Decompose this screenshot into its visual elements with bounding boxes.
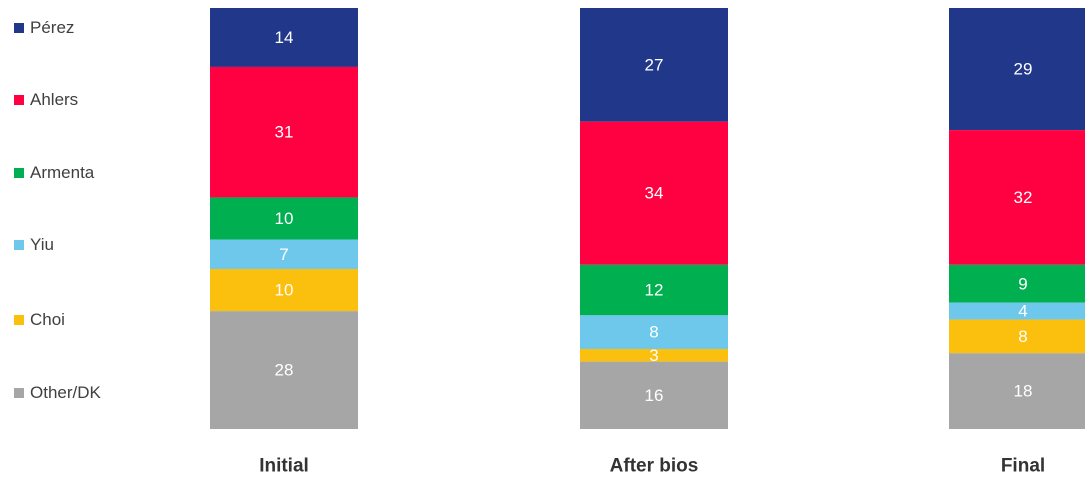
bar-segment-initial-perez	[210, 8, 358, 67]
data-label-after-bios-ahlers: 34	[645, 184, 664, 203]
legend-label-armenta: Armenta	[30, 163, 95, 182]
bar-segment-after-bios-ahlers	[580, 121, 728, 265]
data-label-after-bios-yiu: 8	[649, 323, 658, 342]
data-label-initial-yiu: 7	[279, 245, 288, 264]
bar-segment-final-perez	[949, 8, 1085, 131]
data-label-initial-armenta: 10	[275, 209, 294, 228]
data-label-after-bios-choi: 3	[649, 346, 658, 365]
bar-segment-initial-other-dk	[210, 311, 358, 429]
bar-segment-final-other-dk	[949, 353, 1085, 429]
legend-label-ahlers: Ahlers	[30, 90, 79, 109]
data-label-after-bios-other-dk: 16	[645, 386, 664, 405]
data-label-initial-other-dk: 28	[275, 361, 294, 380]
data-label-final-ahlers: 32	[1014, 188, 1033, 207]
bar-segment-final-ahlers	[949, 130, 1085, 265]
data-label-final-choi: 8	[1018, 327, 1027, 346]
data-label-initial-ahlers: 31	[275, 123, 294, 142]
legend-item-choi: Choi	[14, 308, 65, 332]
bar-segment-final-choi	[949, 319, 1085, 354]
bar-segment-initial-ahlers	[210, 66, 358, 198]
legend-swatch-other	[14, 388, 24, 398]
data-label-after-bios-perez: 27	[645, 55, 664, 74]
data-label-initial-choi: 10	[275, 281, 294, 300]
data-label-after-bios-armenta: 12	[645, 281, 664, 300]
legend-item-armenta: Armenta	[14, 161, 94, 185]
bar-segment-after-bios-perez	[580, 8, 728, 122]
bar-segment-initial-choi	[210, 269, 358, 312]
category-label-initial: Initial	[259, 456, 309, 477]
data-label-final-perez: 29	[1014, 60, 1033, 79]
legend-swatch-ahlers	[14, 95, 24, 105]
bar-segment-final-yiu	[949, 302, 1085, 320]
bar-segment-after-bios-other-dk	[580, 361, 728, 429]
data-label-final-yiu: 4	[1018, 302, 1027, 321]
bar-segment-final-armenta	[949, 264, 1085, 303]
category-label-final: Final	[1001, 456, 1045, 477]
data-label-final-armenta: 9	[1018, 274, 1027, 293]
legend-swatch-perez	[14, 23, 24, 33]
data-label-initial-perez: 14	[275, 28, 294, 47]
legend-swatch-yiu	[14, 240, 24, 250]
legend-swatch-armenta	[14, 168, 24, 178]
bar-segment-initial-yiu	[210, 239, 358, 270]
legend-label-yiu: Yiu	[30, 235, 54, 254]
bar-segment-after-bios-choi	[580, 349, 728, 362]
legend-label-other: Other/DK	[30, 383, 101, 402]
bar-segment-after-bios-armenta	[580, 264, 728, 316]
legend-item-ahlers: Ahlers	[14, 88, 78, 112]
legend-item-yiu: Yiu	[14, 233, 54, 257]
category-label-after-bios: After bios	[610, 456, 699, 477]
legend-item-perez: Pérez	[14, 16, 74, 40]
data-label-final-other-dk: 18	[1014, 382, 1033, 401]
legend-swatch-choi	[14, 315, 24, 325]
bar-segment-after-bios-yiu	[580, 315, 728, 350]
bar-segment-initial-armenta	[210, 197, 358, 240]
legend-label-perez: Pérez	[30, 18, 75, 37]
legend-label-choi: Choi	[30, 310, 65, 329]
legend-item-other: Other/DK	[14, 381, 101, 405]
